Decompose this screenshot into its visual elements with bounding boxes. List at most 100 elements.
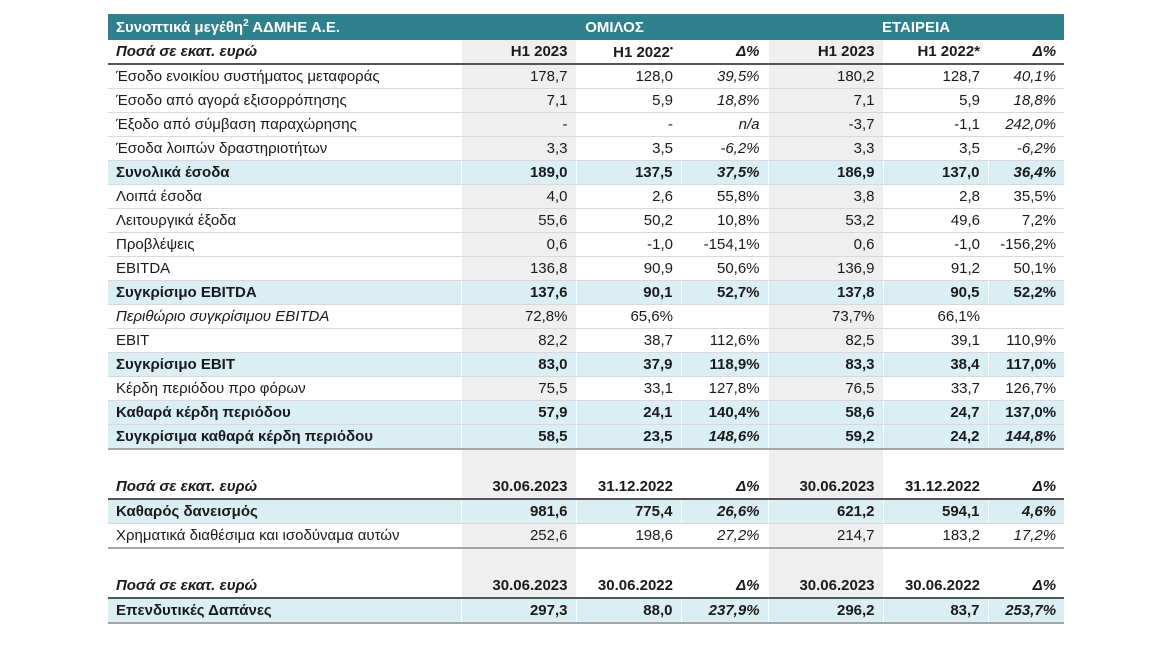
cell-value: 24,2 [883, 424, 989, 450]
section-header-row: Ποσά σε εκατ. ευρώ 30.06.2023 31.12.2022 Δ%… [108, 475, 1065, 500]
cell-value: 189,0 [460, 160, 577, 185]
cell-value: 198,6 [576, 523, 681, 549]
table-row: Λοιπά έσοδα 4,0 2,6 55,8% 3,8 2,8 35,5% [108, 184, 1065, 209]
cell-value: 83,3 [767, 352, 884, 377]
cell-value: 10,8% [681, 208, 769, 233]
financial-summary-table: Συνοπτικά μεγέθη2 ΑΔΜΗΕ Α.Ε. ΟΜΙΛΟΣ ΕΤΑΙ… [108, 14, 1065, 624]
cell-value: 40,1% [988, 64, 1065, 89]
gap-cell [460, 548, 577, 574]
cell-value: 253,7% [988, 598, 1065, 624]
gap-cell [883, 449, 988, 475]
cell-value: 18,8% [681, 88, 769, 113]
section-header-label: Ποσά σε εκατ. ευρώ [108, 40, 461, 65]
table-row: Συνολικά έσοδα 189,0 137,5 37,5% 186,9 137,0 3… [108, 160, 1065, 185]
cell-value: 7,1 [767, 88, 884, 113]
column-header: H1 2023 [460, 40, 577, 65]
cell-value: 2,6 [576, 184, 681, 209]
gap-cell [988, 449, 1064, 475]
cell-value: 39,5% [681, 64, 769, 89]
cell-value: -1,0 [883, 232, 989, 257]
table-row: Συγκρίσιμο EBIT 83,0 37,9 118,9% 83,3 38,4 117… [108, 352, 1065, 377]
summary-table: Συνοπτικά μεγέθη2 ΑΔΜΗΕ Α.Ε. ΟΜΙΛΟΣ ΕΤΑΙ… [108, 14, 1065, 624]
cell-value: - [576, 112, 681, 137]
cell-value: 7,2% [988, 208, 1065, 233]
cell-value: 23,5 [576, 424, 682, 450]
cell-value: -1,1 [883, 112, 989, 137]
table-row: Έξοδο από σύμβαση παραχώρησης - - n/a -3,7 -1… [108, 112, 1065, 137]
cell-value: 76,5 [767, 376, 884, 401]
cell-value: 117,0% [988, 352, 1065, 377]
row-label: Έξοδο από σύμβαση παραχώρησης [108, 112, 461, 137]
cell-value: 136,9 [767, 256, 884, 281]
row-label: Συγκρίσιμο EBIT [108, 352, 462, 377]
cell-value: 112,6% [681, 328, 769, 353]
cell-value: 90,9 [576, 256, 681, 281]
cell-value: 55,8% [681, 184, 769, 209]
row-label: Χρηματικά διαθέσιμα και ισοδύναμα αυτών [108, 523, 461, 549]
row-label: Καθαρά κέρδη περιόδου [108, 400, 462, 425]
cell-value: 73,7% [767, 304, 884, 329]
cell-value: 148,6% [681, 424, 769, 450]
cell-value: 981,6 [460, 499, 577, 524]
table-body: Ποσά σε εκατ. ευρώ H1 2023 H1 2022• Δ% H1 20… [108, 40, 1065, 624]
row-label: EBIT [108, 328, 461, 353]
table-row: EBITDA 136,8 90,9 50,6% 136,9 91,2 50,1% [108, 256, 1065, 281]
cell-value: 140,4% [681, 400, 769, 425]
row-label: Έσοδο από αγορά εξισορρόπησης [108, 88, 461, 113]
cell-value: 37,5% [681, 160, 769, 185]
cell-value: 58,5 [460, 424, 577, 450]
title-main: Συνοπτικά μεγέθη [116, 19, 244, 36]
cell-value: 137,0% [988, 400, 1065, 425]
row-label: Έσοδα λοιπών δραστηριοτήτων [108, 136, 461, 161]
cell-value: 24,1 [576, 400, 682, 425]
cell-value: 37,9 [576, 352, 682, 377]
cell-value: 775,4 [576, 499, 682, 524]
column-header: 30.06.2023 [460, 475, 577, 500]
gap-cell [576, 449, 681, 475]
cell-value: 137,6 [460, 280, 577, 305]
cell-value: 75,5 [460, 376, 577, 401]
cell-value: 137,5 [576, 160, 682, 185]
cell-value: 0,6 [767, 232, 884, 257]
cell-value: 3,3 [767, 136, 884, 161]
column-header: 30.06.2023 [767, 475, 884, 500]
table-row: Έσοδο από αγορά εξισορρόπησης 7,1 5,9 18,8%… [108, 88, 1065, 113]
cell-value: 128,0 [576, 64, 681, 89]
gap-cell [883, 548, 988, 574]
column-header: Δ% [681, 475, 769, 500]
gap-cell [767, 548, 884, 574]
cell-value: 178,7 [460, 64, 577, 89]
gap-cell [576, 548, 681, 574]
cell-value: 5,9 [883, 88, 989, 113]
section-header-label: Ποσά σε εκατ. ευρώ [108, 475, 461, 500]
gap-cell [681, 548, 768, 574]
column-header: Δ% [681, 574, 769, 599]
section-header-row: Ποσά σε εκατ. ευρώ 30.06.2023 30.06.2022 Δ%… [108, 574, 1065, 599]
cell-value: 57,9 [460, 400, 577, 425]
gap-cell [681, 449, 768, 475]
column-header: H1 2023 [767, 40, 884, 65]
cell-value: 27,2% [681, 523, 769, 549]
cell-value: 49,6 [883, 208, 989, 233]
row-label: Κέρδη περιόδου προ φόρων [108, 376, 461, 401]
cell-value: 26,6% [681, 499, 769, 524]
cell-value: 35,5% [988, 184, 1065, 209]
table-row: Προβλέψεις 0,6 -1,0 -154,1% 0,6 -1,0 -156,2% [108, 232, 1065, 257]
cell-value: -1,0 [576, 232, 681, 257]
cell-value: 137,8 [767, 280, 884, 305]
gap-cell [108, 449, 461, 475]
column-header: 30.06.2023 [460, 574, 577, 599]
section-header-row: Ποσά σε εκατ. ευρώ H1 2023 H1 2022• Δ% H1 20… [108, 40, 1065, 65]
gap-cell [767, 449, 884, 475]
column-header: 31.12.2022 [576, 475, 681, 500]
cell-value: 38,7 [576, 328, 681, 353]
cell-value: 110,9% [988, 328, 1065, 353]
gap-cell [460, 449, 577, 475]
row-label: Έσοδο ενοικίου συστήματος μεταφοράς [108, 64, 461, 89]
cell-value: 214,7 [767, 523, 884, 549]
cell-value: 3,8 [767, 184, 884, 209]
cell-value: 180,2 [767, 64, 884, 89]
cell-value: 83,7 [883, 598, 989, 624]
cell-value: 621,2 [767, 499, 884, 524]
section-gap-row [108, 548, 1064, 574]
